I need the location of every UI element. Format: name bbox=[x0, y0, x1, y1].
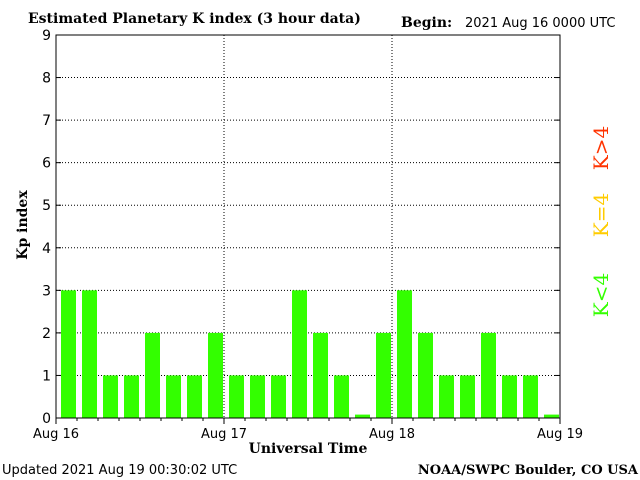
gridlines bbox=[56, 35, 560, 418]
kp-bar bbox=[418, 332, 433, 418]
y-tick-label: 2 bbox=[42, 326, 51, 342]
kp-bar bbox=[334, 375, 349, 418]
x-tick-label: Aug 16 bbox=[33, 427, 79, 442]
y-tick-label: 3 bbox=[42, 283, 51, 299]
chart-title: Estimated Planetary K index (3 hour data… bbox=[28, 11, 361, 27]
y-tick-label: 7 bbox=[42, 113, 51, 129]
kp-bar bbox=[103, 375, 118, 418]
kp-bar bbox=[250, 375, 265, 418]
legend-entry: K>4 bbox=[589, 126, 613, 170]
y-tick-label: 8 bbox=[42, 71, 51, 87]
legend: K<4 K=4 K>4 bbox=[589, 126, 613, 317]
kp-bar bbox=[61, 290, 76, 418]
kp-bar bbox=[376, 332, 391, 418]
kp-bar bbox=[502, 375, 517, 418]
credit-text: NOAA/SWPC Boulder, CO USA bbox=[418, 463, 639, 478]
x-axis-label: Universal Time bbox=[249, 441, 368, 457]
legend-entry: K=4 bbox=[589, 193, 613, 237]
kp-bar bbox=[271, 375, 286, 418]
kp-bar bbox=[145, 332, 160, 418]
kp-bar bbox=[439, 375, 454, 418]
kp-bar bbox=[523, 375, 538, 418]
kp-bar bbox=[397, 290, 412, 418]
kp-bar bbox=[460, 375, 475, 418]
kp-bar bbox=[292, 290, 307, 418]
begin-value: 2021 Aug 16 0000 UTC bbox=[465, 16, 615, 31]
y-tick-label: 0 bbox=[42, 411, 51, 427]
updated-timestamp: Updated 2021 Aug 19 00:30:02 UTC bbox=[2, 463, 237, 478]
y-axis-label: Kp index bbox=[15, 190, 31, 260]
x-tick-label: Aug 17 bbox=[201, 427, 247, 442]
x-axis-ticks: Aug 16 Aug 17 Aug 18 Aug 19 bbox=[33, 418, 583, 442]
y-tick-label: 9 bbox=[42, 28, 51, 44]
x-tick-label: Aug 19 bbox=[537, 427, 583, 442]
kp-bar bbox=[166, 375, 181, 418]
y-tick-label: 1 bbox=[42, 368, 51, 384]
bars bbox=[61, 290, 559, 418]
kp-bar bbox=[124, 375, 139, 418]
kp-bar bbox=[82, 290, 97, 418]
kp-bar bbox=[187, 375, 202, 418]
y-axis-ticks: 0 1 2 3 4 5 6 7 8 9 bbox=[42, 28, 560, 427]
y-tick-label: 4 bbox=[42, 241, 51, 257]
kp-bar bbox=[355, 414, 370, 418]
begin-label: Begin: bbox=[401, 15, 452, 31]
legend-entry: K<4 bbox=[589, 273, 613, 317]
kp-bar bbox=[481, 332, 496, 418]
kp-bar bbox=[313, 332, 328, 418]
kp-bar bbox=[208, 332, 223, 418]
y-tick-label: 5 bbox=[42, 198, 51, 214]
kp-bar bbox=[544, 414, 559, 418]
y-tick-label: 6 bbox=[42, 156, 51, 172]
x-tick-label: Aug 18 bbox=[369, 427, 415, 442]
kp-bar bbox=[229, 375, 244, 418]
